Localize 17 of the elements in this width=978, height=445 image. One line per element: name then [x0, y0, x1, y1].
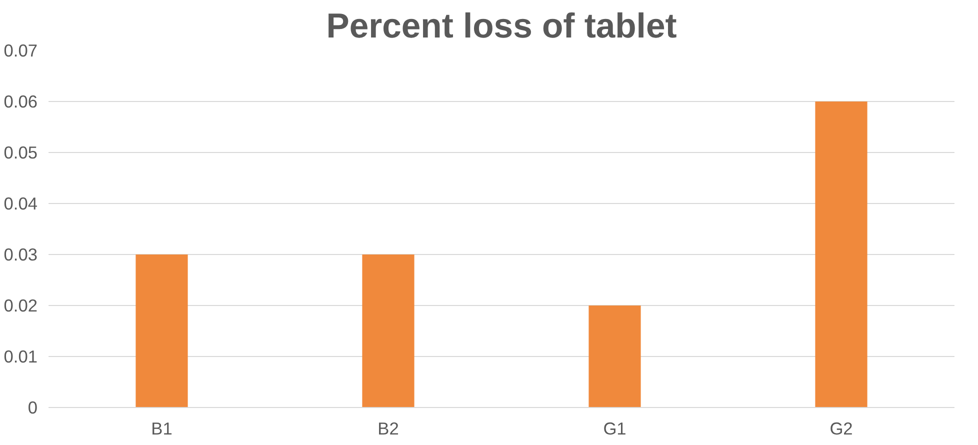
bar	[815, 102, 868, 408]
bar	[588, 306, 641, 408]
y-tick-label: 0.07	[4, 40, 38, 60]
x-tick-label: G1	[603, 418, 626, 438]
y-tick-label: 0.03	[4, 244, 38, 264]
chart-title: Percent loss of tablet	[326, 8, 678, 46]
x-tick-label: G2	[830, 418, 853, 438]
y-tick-label: 0.04	[4, 194, 38, 214]
y-tick-label: 0.06	[4, 92, 38, 112]
y-tick-label: 0	[28, 398, 38, 418]
y-tick-label: 0.05	[4, 142, 38, 162]
bar	[136, 254, 188, 408]
x-tick-label: B1	[151, 418, 172, 438]
y-tick-label: 0.02	[4, 296, 38, 316]
y-tick-label: 0.01	[4, 346, 38, 366]
bar	[362, 254, 414, 408]
x-tick-label: B2	[378, 418, 399, 438]
